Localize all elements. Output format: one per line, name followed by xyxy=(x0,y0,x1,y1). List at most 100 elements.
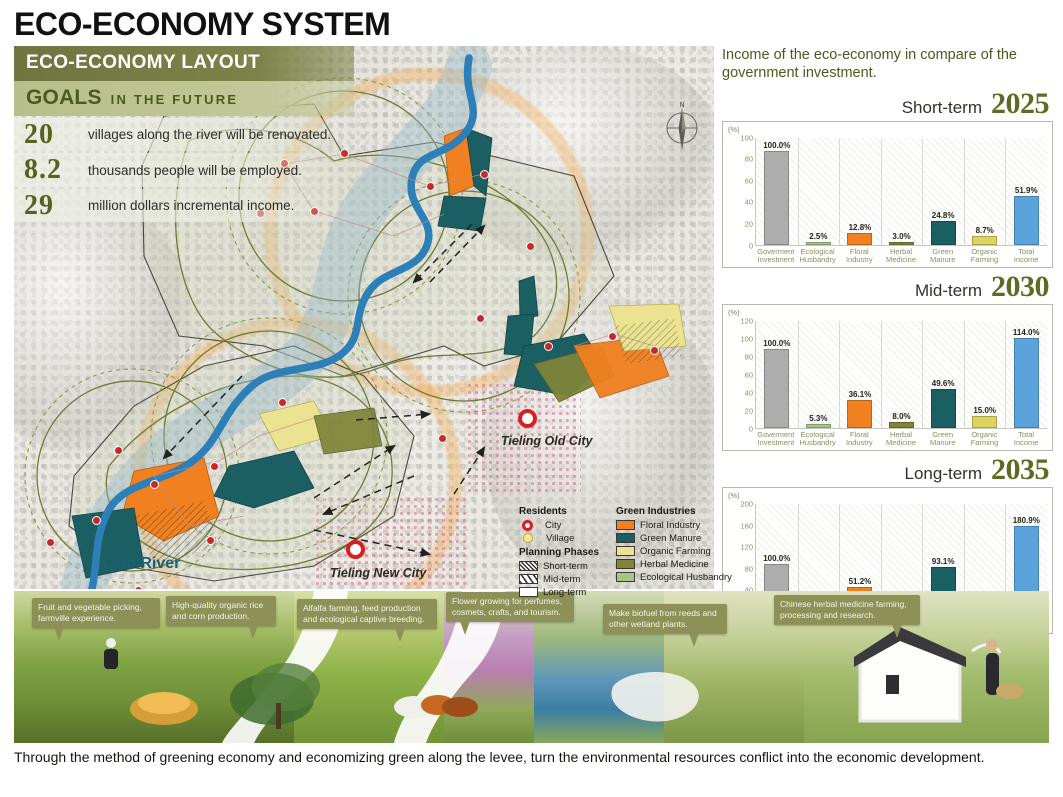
bar-value-label: 49.6% xyxy=(931,378,955,388)
village-marker[interactable] xyxy=(134,586,143,589)
charts-host: Short-term 2025 (%) 0 20 40 60 80 100 100.0% 2.5% 1… xyxy=(722,88,1053,635)
gridline xyxy=(963,137,965,245)
village-marker[interactable] xyxy=(114,446,123,455)
y-tick-label: 60 xyxy=(744,370,753,380)
chart-plot-box[interactable]: (%) 0 20 40 60 80 100 100.0% 2.5% 12.8% 3.0% 24.8% 8… xyxy=(722,120,1053,268)
swatch-husbandry-icon xyxy=(616,572,636,582)
bar-slot[interactable]: 8.7% xyxy=(964,138,1006,245)
village-marker[interactable] xyxy=(438,434,447,443)
village-marker[interactable] xyxy=(426,182,435,191)
bar-slot[interactable]: 100.0% xyxy=(756,321,798,428)
bar[interactable] xyxy=(805,423,831,428)
bar-group: 100.0% 5.3% 36.1% 8.0% 49.6% 15.0% 114.0% xyxy=(756,321,1047,428)
bar-value-label: 36.1% xyxy=(848,389,872,399)
legend-label: Organic Farming xyxy=(640,545,711,557)
village-marker[interactable] xyxy=(650,346,659,355)
bar[interactable] xyxy=(764,150,790,245)
bar-slot[interactable]: 51.9% xyxy=(1005,138,1047,245)
bar-slot[interactable]: 2.5% xyxy=(798,138,840,245)
bar[interactable] xyxy=(847,232,873,245)
village-marker[interactable] xyxy=(206,536,215,545)
bar-value-label: 93.1% xyxy=(931,557,955,567)
legend-label: Village xyxy=(546,532,575,544)
bar-slot[interactable]: 114.0% xyxy=(1005,321,1047,428)
bar[interactable] xyxy=(889,241,914,245)
y-tick-label: 60 xyxy=(744,176,753,186)
bar[interactable] xyxy=(847,399,873,428)
bar-slot[interactable]: 24.8% xyxy=(922,138,964,245)
y-tick-label: 40 xyxy=(744,197,753,207)
gridline xyxy=(963,504,965,612)
bar[interactable] xyxy=(764,349,790,428)
village-marker[interactable] xyxy=(150,480,159,489)
bar[interactable] xyxy=(972,236,998,245)
village-marker[interactable] xyxy=(608,332,617,341)
bar-slot[interactable]: 49.6% xyxy=(922,321,964,428)
legend-item-long-term: Long-term xyxy=(519,586,599,598)
city-marker-icon xyxy=(522,519,533,531)
legend-col-residents-phases: Residents City Village Planning Phases S… xyxy=(519,506,599,598)
bar-value-label: 51.2% xyxy=(848,576,872,586)
footer-caption: Through the method of greening economy a… xyxy=(14,749,985,765)
eco-economy-map[interactable]: Tieling Old City Tieling New City Liao R… xyxy=(14,46,714,589)
y-tick-label: 0 xyxy=(748,241,753,251)
chart-plot-box[interactable]: (%) 0 20 40 60 80 100 120 100.0% 5.3% 36.1% 8.0% 49.… xyxy=(722,303,1053,452)
village-marker[interactable] xyxy=(526,242,535,251)
bar-slot[interactable]: 100.0% xyxy=(756,138,798,245)
city-label-old: Tieling Old City xyxy=(501,434,593,448)
goals-subheading: IN THE FUTURE xyxy=(110,92,239,107)
bar-value-label: 100.0% xyxy=(763,554,791,564)
bar[interactable] xyxy=(930,221,956,245)
bar-group: 100.0% 2.5% 12.8% 3.0% 24.8% 8.7% 51.9% xyxy=(756,138,1047,245)
city-label-new: Tieling New City xyxy=(330,566,427,580)
swatch-manure-icon xyxy=(616,533,636,543)
chart-heading: Long-term 2035 xyxy=(722,455,1053,485)
y-tick-label: 80 xyxy=(744,564,753,574)
legend-item-mid-term: Mid-term xyxy=(519,573,599,585)
y-axis-unit: (%) xyxy=(728,491,740,501)
y-tick-label: 80 xyxy=(744,154,753,164)
bar-slot[interactable]: 8.0% xyxy=(881,321,923,428)
village-marker[interactable] xyxy=(544,342,553,351)
callout-text: Make biofuel from reeds and other wetlan… xyxy=(609,608,717,629)
bar-slot[interactable]: 12.8% xyxy=(839,138,881,245)
bar-slot[interactable]: 15.0% xyxy=(964,321,1006,428)
village-marker[interactable] xyxy=(480,170,489,179)
bar[interactable] xyxy=(889,421,914,428)
bar[interactable] xyxy=(1013,195,1039,245)
goal-text: million dollars incremental income. xyxy=(88,197,295,213)
legend-item-herbal: Herbal Medicine xyxy=(616,558,732,570)
village-marker[interactable] xyxy=(476,314,485,323)
plot-area: 100.0% 2.5% 12.8% 3.0% 24.8% 8.7% 51.9% xyxy=(755,137,1047,246)
photo-callout: Flower growing for perfumes, cosmets, cr… xyxy=(446,592,574,636)
village-marker[interactable] xyxy=(46,538,55,547)
legend-item-husbandry: Ecological Husbandry xyxy=(616,571,732,583)
bar-slot[interactable]: 36.1% xyxy=(839,321,881,428)
gridline xyxy=(963,320,965,428)
goal-item: 8.2 thousands people will be employed. xyxy=(14,153,354,187)
bar[interactable] xyxy=(930,388,956,428)
bar-slot[interactable]: 3.0% xyxy=(881,138,923,245)
legend-label: Floral Industry xyxy=(640,519,701,531)
city-marker-old[interactable] xyxy=(518,409,537,428)
village-marker[interactable] xyxy=(278,398,287,407)
goals-card: ECO-ECONOMY LAYOUT GOALS IN THE FUTURE 2… xyxy=(14,46,354,223)
y-axis-unit: (%) xyxy=(728,124,740,134)
goal-number: 20 xyxy=(24,119,54,150)
city-marker-new[interactable] xyxy=(346,540,365,559)
bar[interactable] xyxy=(1013,338,1039,428)
village-marker[interactable] xyxy=(210,462,219,471)
bar[interactable] xyxy=(805,242,831,245)
bar-slot[interactable]: 5.3% xyxy=(798,321,840,428)
y-axis: (%) 0 20 40 60 80 100 xyxy=(727,124,755,251)
village-marker[interactable] xyxy=(92,516,101,525)
y-tick-label: 160 xyxy=(740,521,753,531)
gridline xyxy=(1005,504,1007,612)
bar[interactable] xyxy=(972,416,998,428)
photo-callout: Make biofuel from reeds and other wetlan… xyxy=(603,604,727,648)
